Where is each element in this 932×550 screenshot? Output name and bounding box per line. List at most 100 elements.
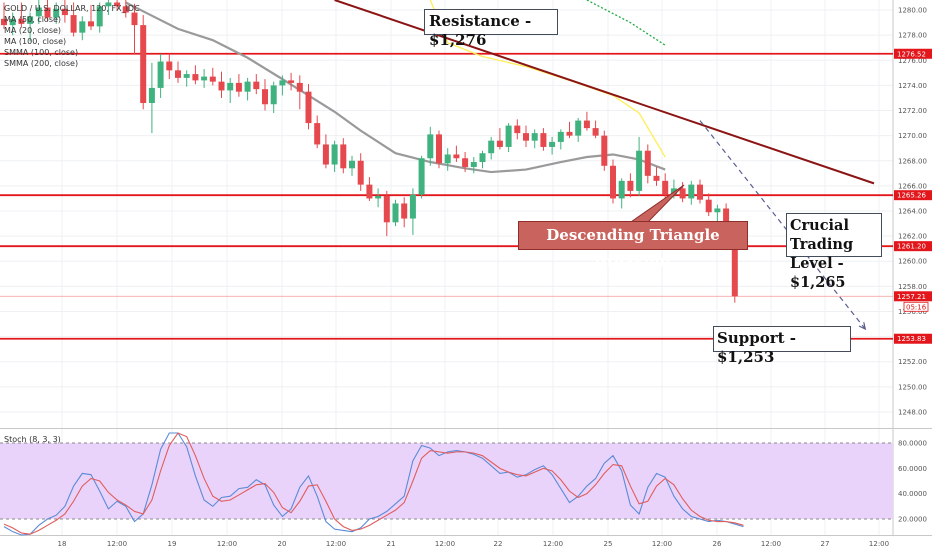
- candle-body[interactable]: [505, 125, 512, 147]
- candle-body[interactable]: [18, 18, 25, 24]
- candle-body[interactable]: [557, 131, 564, 142]
- candle-body[interactable]: [488, 140, 495, 154]
- candle-body[interactable]: [366, 184, 373, 199]
- candle-body[interactable]: [514, 125, 521, 134]
- candle-body[interactable]: [575, 120, 582, 136]
- candle-body[interactable]: [201, 76, 208, 81]
- stoch-tick-label[interactable]: 80.0000: [898, 440, 927, 448]
- price-tick-label[interactable]: 1260.00: [898, 258, 927, 266]
- candle-body[interactable]: [157, 61, 164, 88]
- candle-body[interactable]: [731, 246, 738, 297]
- time-tick-label[interactable]: 12:00: [869, 540, 889, 548]
- candle-body[interactable]: [618, 180, 625, 199]
- candle-body[interactable]: [148, 87, 155, 103]
- time-tick-label[interactable]: 12:00: [543, 540, 563, 548]
- candle-body[interactable]: [610, 165, 616, 199]
- candle-body[interactable]: [496, 140, 503, 147]
- indicator-label[interactable]: MA (100, close): [4, 37, 66, 46]
- candle-body[interactable]: [653, 175, 660, 181]
- indicator-legend[interactable]: GOLD / U.S. DOLLAR, 120, FX_IDC MA (50, c…: [4, 4, 140, 444]
- time-tick-label[interactable]: 12:00: [217, 540, 237, 548]
- time-tick-label[interactable]: 20: [278, 540, 287, 548]
- candle-body[interactable]: [470, 162, 477, 168]
- candle-body[interactable]: [409, 194, 416, 219]
- candle-body[interactable]: [88, 21, 94, 27]
- candle-body[interactable]: [70, 15, 77, 33]
- price-tick-label[interactable]: 1258.00: [898, 283, 927, 291]
- time-axis[interactable]: 18 12:00 19 12:00 20 12:00 21 12:00 22 12:00 25 12:…: [58, 540, 890, 548]
- candle-body[interactable]: [79, 21, 86, 33]
- candle-body[interactable]: [270, 85, 277, 105]
- candle-body[interactable]: [418, 158, 425, 195]
- time-tick-label[interactable]: 21: [387, 540, 396, 548]
- key-level-tag[interactable]: [894, 333, 932, 344]
- candle-body[interactable]: [444, 154, 451, 164]
- key-level-label[interactable]: 1276.52: [897, 50, 926, 58]
- last-price-tag[interactable]: [894, 291, 932, 302]
- candle-body[interactable]: [479, 153, 486, 163]
- time-tick-label[interactable]: 19: [168, 540, 177, 548]
- candle-body[interactable]: [688, 184, 695, 199]
- candle-body[interactable]: [523, 133, 529, 141]
- price-tick-label[interactable]: 1274.00: [898, 82, 927, 90]
- price-tick-label[interactable]: 1272.00: [898, 107, 927, 115]
- key-level-label[interactable]: 1253.83: [897, 335, 926, 343]
- candle-body[interactable]: [288, 80, 295, 83]
- stoch-title[interactable]: Stoch (8, 3, 3): [4, 435, 61, 444]
- time-tick-label[interactable]: 18: [58, 540, 67, 548]
- stoch-tick-label[interactable]: 40.0000: [898, 490, 927, 498]
- time-tick-label[interactable]: 26: [713, 540, 722, 548]
- price-tick-label[interactable]: 1252.00: [898, 358, 927, 366]
- stoch-tick-label[interactable]: 60.0000: [898, 465, 927, 473]
- time-tick-label[interactable]: 22: [494, 540, 503, 548]
- candle-body[interactable]: [314, 123, 321, 145]
- candle-body[interactable]: [357, 160, 364, 185]
- stoch-tick-label[interactable]: 20.0000: [898, 516, 927, 524]
- candle-body[interactable]: [35, 7, 42, 17]
- indicator-label[interactable]: SMMA (100, close): [4, 48, 78, 57]
- candle-body[interactable]: [61, 8, 68, 16]
- candle-body[interactable]: [401, 203, 408, 219]
- crucial-level-annotation[interactable]: Crucial Trading Level - $1,265: [786, 213, 882, 291]
- candle-body[interactable]: [253, 81, 260, 90]
- key-level-label[interactable]: 1265.26: [897, 192, 926, 200]
- candle-body[interactable]: [114, 2, 121, 7]
- price-tick-label[interactable]: 1256.00: [898, 308, 927, 316]
- key-level-label[interactable]: 1261.20: [897, 243, 926, 251]
- candle-body[interactable]: [27, 16, 34, 24]
- candle-body[interactable]: [331, 144, 338, 165]
- candle-body[interactable]: [105, 2, 112, 7]
- price-tick-label[interactable]: 1262.00: [898, 233, 927, 241]
- candle-body[interactable]: [183, 74, 190, 78]
- candle-body[interactable]: [427, 134, 434, 159]
- candle-body[interactable]: [714, 208, 721, 213]
- price-tick-label[interactable]: 1266.00: [898, 182, 927, 190]
- candle-body[interactable]: [209, 76, 216, 82]
- candle-body[interactable]: [662, 180, 669, 195]
- candle-body[interactable]: [583, 120, 590, 129]
- breakout-annotation[interactable]: Descending Triangle Breakout: [518, 221, 748, 270]
- candle-body[interactable]: [131, 12, 138, 26]
- candle-body[interactable]: [340, 144, 347, 169]
- candle-body[interactable]: [53, 8, 60, 18]
- candle-body[interactable]: [636, 150, 643, 191]
- time-tick-label[interactable]: 25: [604, 540, 613, 548]
- price-tick-label[interactable]: 1248.00: [898, 408, 927, 416]
- price-tick-label[interactable]: 1270.00: [898, 132, 927, 140]
- candle-body[interactable]: [453, 154, 460, 159]
- key-level-tag[interactable]: [894, 241, 932, 252]
- candle-body[interactable]: [305, 91, 312, 124]
- time-tick-label[interactable]: 12:00: [652, 540, 672, 548]
- candle-body[interactable]: [235, 82, 242, 92]
- candle-body[interactable]: [462, 158, 469, 168]
- candle-body[interactable]: [383, 195, 390, 223]
- price-tick-label[interactable]: 1280.00: [898, 7, 927, 15]
- time-tick-label[interactable]: 12:00: [326, 540, 346, 548]
- candle-body[interactable]: [166, 61, 173, 71]
- candle-body[interactable]: [175, 70, 181, 78]
- candle-body[interactable]: [705, 199, 712, 213]
- price-tick-label[interactable]: 1250.00: [898, 383, 927, 391]
- time-tick-label[interactable]: 12:00: [107, 540, 127, 548]
- candle-body[interactable]: [218, 81, 225, 91]
- candle-body[interactable]: [601, 135, 608, 166]
